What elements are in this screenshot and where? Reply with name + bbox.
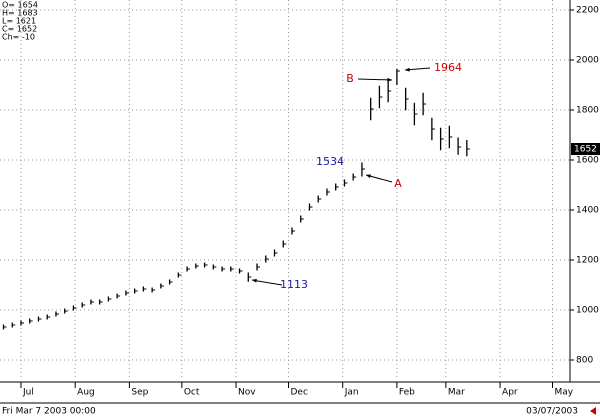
y-tick-label: 1400 (576, 206, 599, 216)
annotation-arrowhead (366, 174, 371, 179)
y-tick-label: 1000 (576, 306, 599, 316)
legend-line: L= 1621 (2, 17, 36, 26)
x-tick-label: Feb (399, 388, 415, 398)
annotation: B (346, 72, 354, 85)
x-tick-label: Dec (290, 388, 307, 398)
legend-line: O= 1654 (2, 1, 38, 10)
legend-line: Ch= -10 (2, 33, 35, 42)
y-tick-label: 2000 (576, 56, 599, 66)
legend-line: H= 1683 (2, 9, 38, 18)
x-tick-label: Jan (344, 388, 359, 398)
x-tick-label: Mar (448, 388, 465, 398)
legend-line: C= 1652 (2, 25, 37, 34)
y-tick-label: 800 (576, 356, 593, 366)
x-tick-label: Apr (502, 388, 518, 398)
x-tick-label: Oct (184, 388, 200, 398)
x-tick-label: May (555, 388, 574, 398)
annotation: 1964 (434, 61, 462, 74)
footer-right: 03/07/2003 (526, 407, 578, 417)
annotation-arrowhead (252, 278, 257, 283)
y-tick-label: 1800 (576, 106, 599, 116)
y-tick-label: 1200 (576, 256, 599, 266)
annotation: 1113 (280, 278, 308, 291)
annotation: A (394, 177, 402, 190)
y-tick-label: 2200 (576, 6, 599, 16)
scroll-arrow[interactable] (590, 407, 596, 415)
y-tick-label: 1600 (576, 156, 599, 166)
annotation-arrow (251, 279, 283, 286)
x-tick-label: Nov (238, 388, 256, 398)
annotation-arrowhead (405, 67, 410, 72)
annotation-arrowhead (387, 77, 392, 82)
last-price-box (571, 143, 600, 155)
annotation: 1534 (316, 155, 344, 168)
x-tick-label: Jul (22, 388, 34, 398)
x-tick-label: Aug (77, 388, 95, 398)
annotation-arrow (357, 78, 393, 81)
x-tick-label: Sep (131, 388, 148, 398)
last-price-label: 1652 (574, 145, 597, 155)
footer-left: Fri Mar 7 2003 00:00 (2, 407, 96, 417)
